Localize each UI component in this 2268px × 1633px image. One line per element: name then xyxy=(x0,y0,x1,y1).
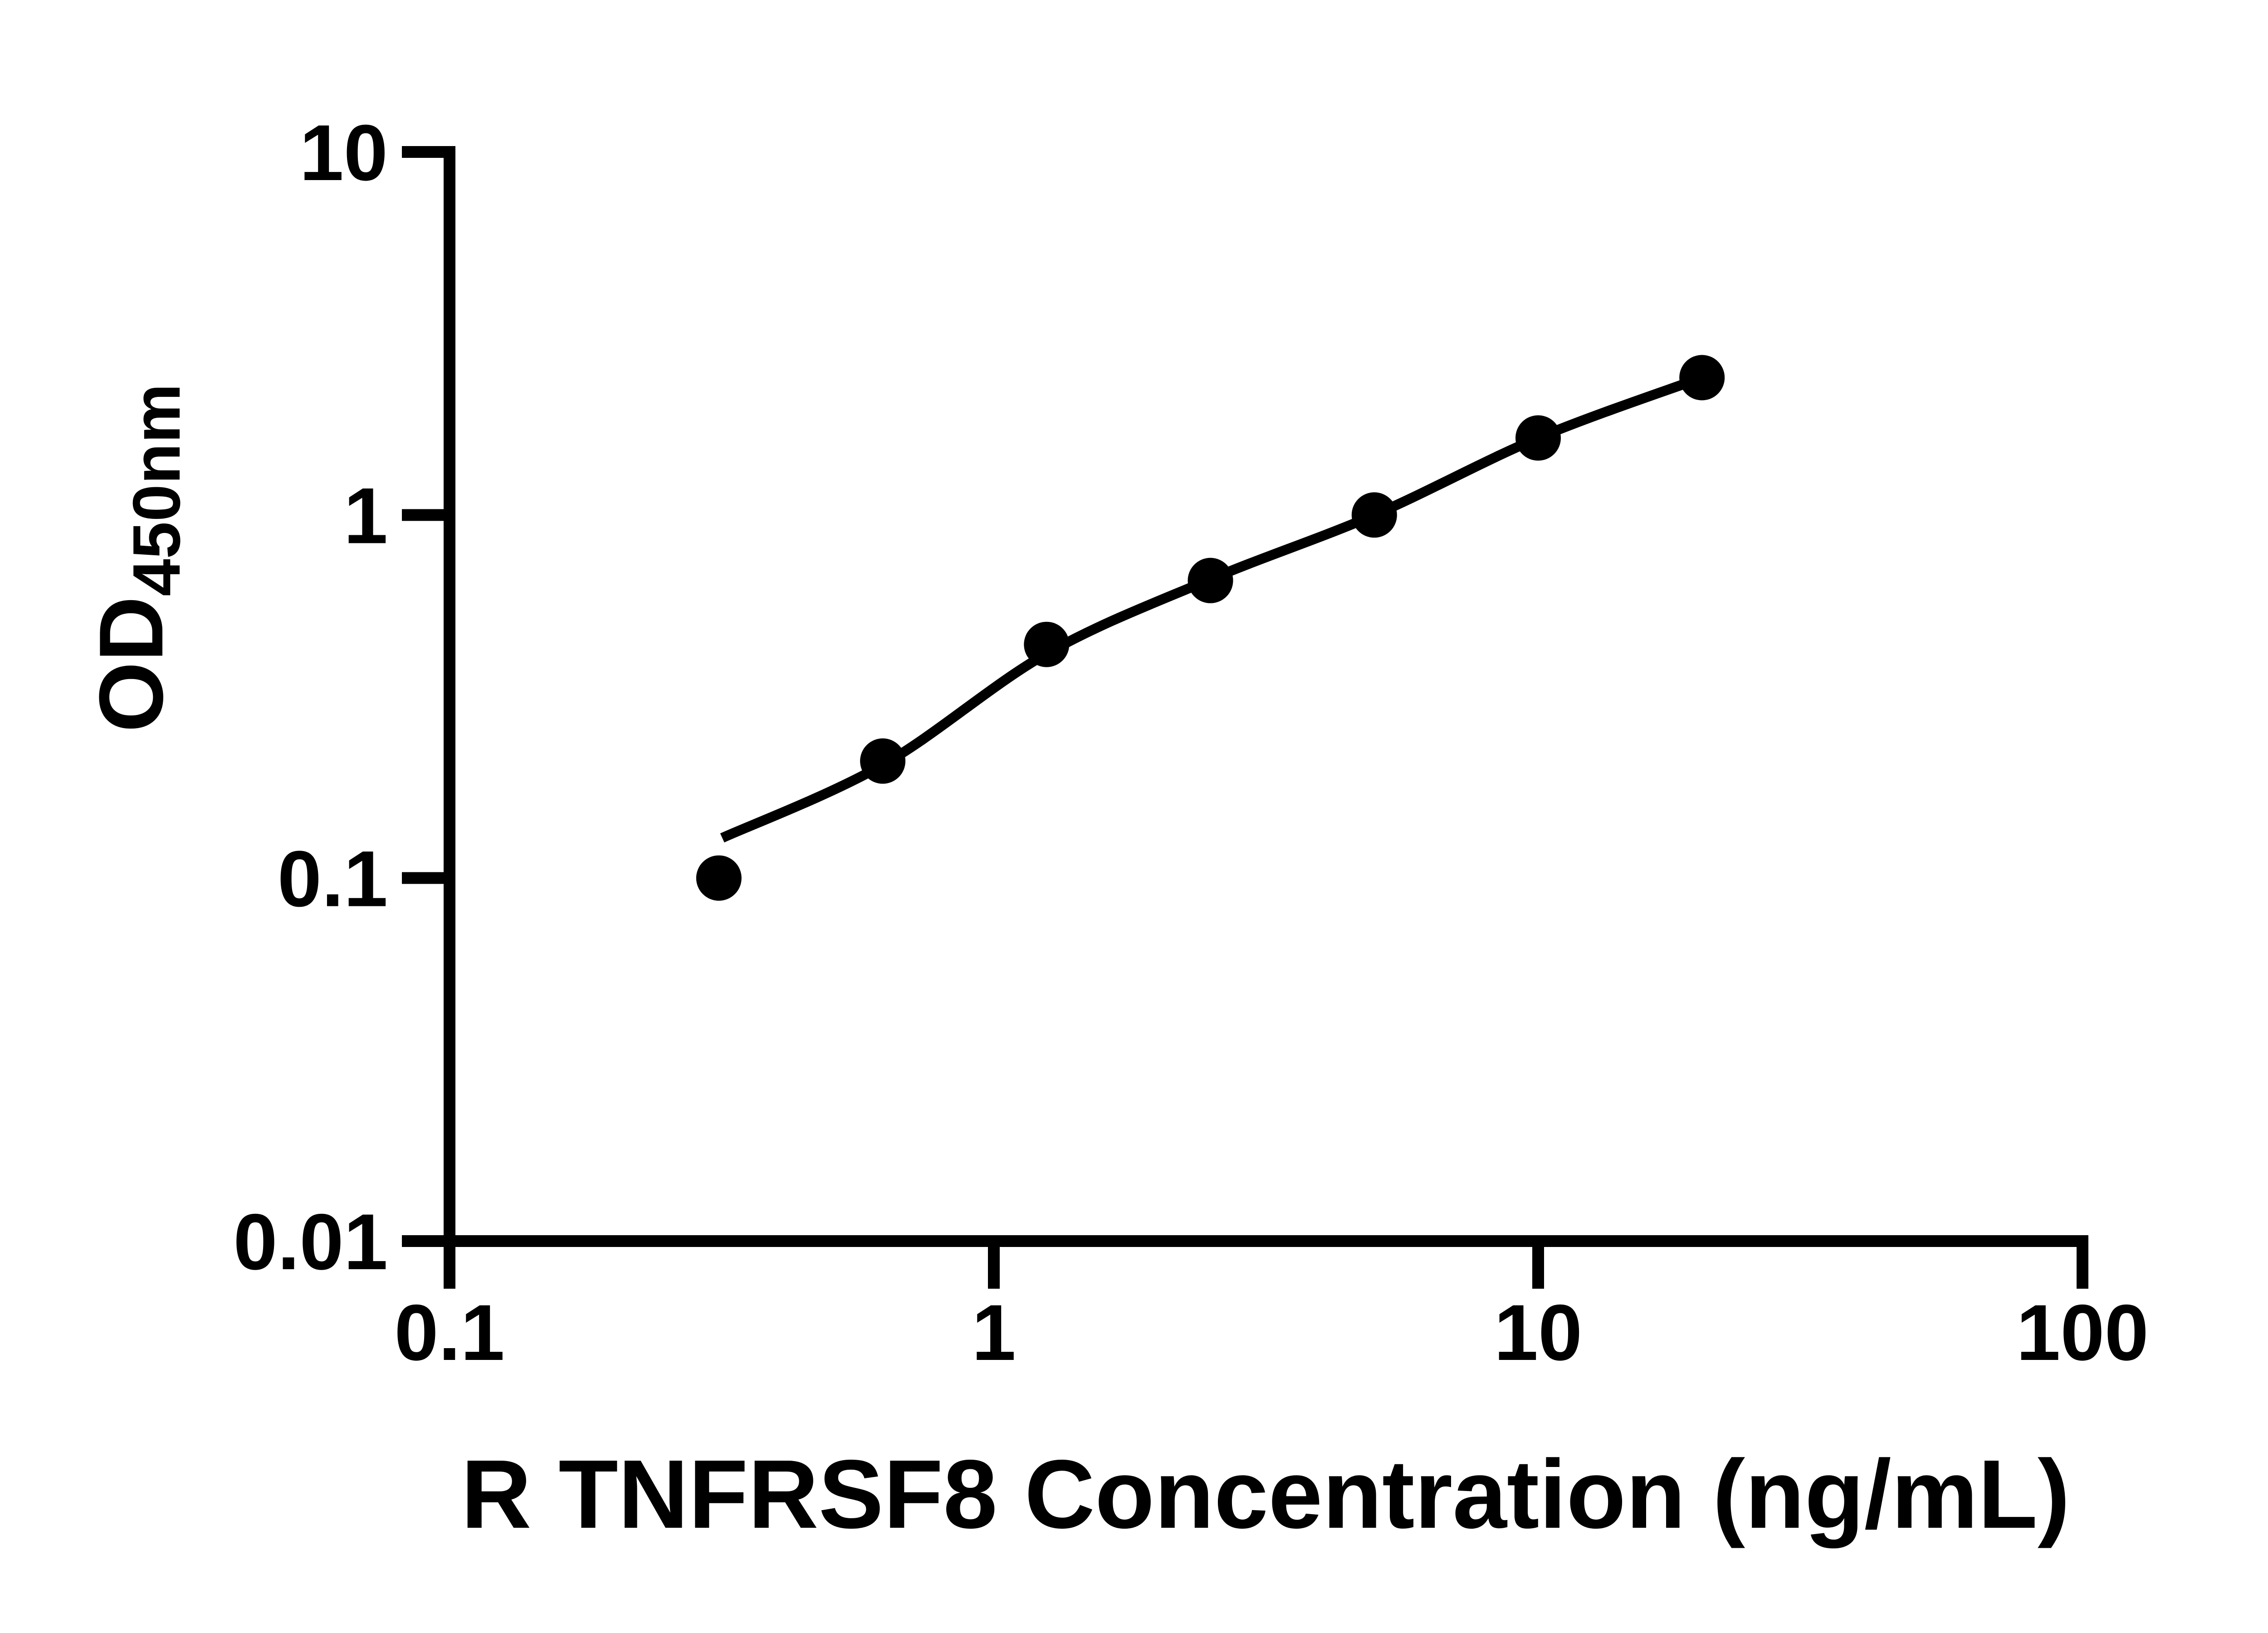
data-point xyxy=(696,855,742,901)
x-tick-label: 100 xyxy=(2016,1289,2149,1377)
data-point xyxy=(1188,557,1233,603)
data-point xyxy=(1515,415,1561,461)
data-point xyxy=(860,738,906,784)
x-tick-label: 1 xyxy=(972,1289,1016,1377)
y-tick-label: 0.1 xyxy=(278,835,388,924)
y-axis-title-subscript: 450nm xyxy=(119,384,194,596)
y-axis-title-main: OD xyxy=(81,596,182,732)
y-axis-ticks xyxy=(402,146,450,1247)
y-tick-label: 0.01 xyxy=(233,1198,388,1286)
x-axis-tick-labels: 0.1 1 10 100 xyxy=(394,1289,2149,1377)
x-tick-label: 0.1 xyxy=(394,1289,504,1377)
y-axis-tick-labels: 10 1 0.1 0.01 xyxy=(233,109,388,1286)
x-axis-title: R TNFRSF8 Concentration (ng/mL) xyxy=(461,1439,2070,1549)
data-point xyxy=(1351,492,1397,538)
data-point xyxy=(1679,355,1725,401)
data-point xyxy=(1024,621,1070,667)
y-axis-title: OD450nm xyxy=(81,384,194,733)
x-axis-ticks xyxy=(444,1241,2088,1289)
y-tick-label: 1 xyxy=(344,472,388,560)
y-tick-label: 10 xyxy=(299,109,388,197)
data-point-series xyxy=(696,355,1725,901)
x-tick-label: 10 xyxy=(1494,1289,1583,1377)
